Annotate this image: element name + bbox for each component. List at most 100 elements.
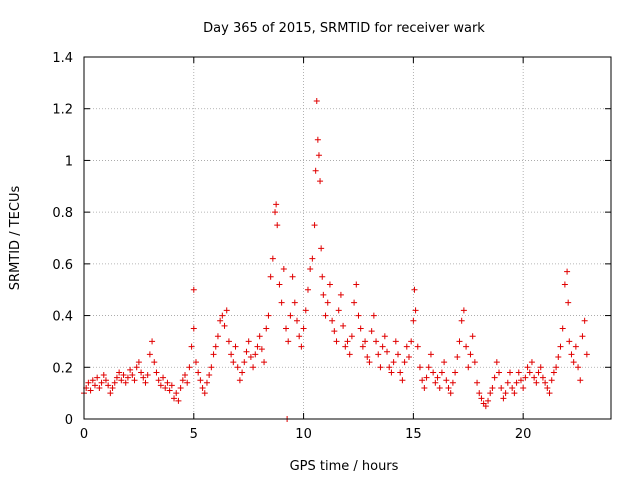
data-point bbox=[542, 379, 549, 386]
data-point bbox=[553, 364, 560, 371]
data-point bbox=[304, 286, 311, 293]
data-point bbox=[463, 343, 470, 350]
data-point bbox=[160, 374, 167, 381]
data-point bbox=[269, 255, 276, 262]
data-point bbox=[572, 343, 579, 350]
data-point bbox=[109, 384, 116, 391]
data-point bbox=[405, 353, 412, 360]
data-point bbox=[313, 97, 320, 104]
data-point bbox=[509, 384, 516, 391]
data-point bbox=[430, 369, 437, 376]
data-point bbox=[96, 384, 103, 391]
data-point bbox=[285, 338, 292, 345]
data-point bbox=[528, 359, 535, 366]
data-point bbox=[228, 351, 235, 358]
data-point bbox=[565, 299, 572, 306]
data-point bbox=[250, 364, 257, 371]
data-point bbox=[570, 359, 577, 366]
data-point bbox=[465, 364, 472, 371]
data-point bbox=[566, 338, 573, 345]
data-point bbox=[192, 359, 199, 366]
data-point bbox=[302, 307, 309, 314]
data-point bbox=[171, 395, 178, 402]
data-point bbox=[309, 255, 316, 262]
data-point bbox=[373, 338, 380, 345]
data-point bbox=[467, 351, 474, 358]
y-tick-labels: 0 0.2 0.4 0.6 0.8 1 1.2 1.4 bbox=[52, 51, 73, 428]
data-point bbox=[502, 390, 509, 397]
data-point bbox=[116, 369, 123, 376]
data-point bbox=[315, 152, 322, 159]
data-point bbox=[265, 312, 272, 319]
data-point bbox=[333, 338, 340, 345]
data-point bbox=[188, 343, 195, 350]
data-point bbox=[579, 333, 586, 340]
data-point bbox=[500, 395, 507, 402]
data-point bbox=[489, 384, 496, 391]
y-axis-title: SRMTID / TECUs bbox=[8, 186, 23, 291]
data-point bbox=[344, 338, 351, 345]
data-point bbox=[555, 353, 562, 360]
data-point bbox=[146, 351, 153, 358]
data-point bbox=[416, 364, 423, 371]
data-point bbox=[452, 369, 459, 376]
data-point bbox=[131, 377, 138, 384]
data-point bbox=[364, 353, 371, 360]
y-tick-label: 0 bbox=[65, 413, 73, 428]
data-point bbox=[482, 403, 489, 410]
data-point bbox=[206, 372, 213, 379]
data-point bbox=[550, 369, 557, 376]
y-tick-label: 0.6 bbox=[52, 258, 73, 273]
data-point bbox=[111, 379, 118, 386]
data-point bbox=[388, 369, 395, 376]
data-point bbox=[247, 353, 254, 360]
data-point bbox=[408, 338, 415, 345]
data-point bbox=[337, 291, 344, 298]
data-point bbox=[199, 384, 206, 391]
data-point bbox=[460, 307, 467, 314]
data-point bbox=[423, 374, 430, 381]
data-point bbox=[267, 273, 274, 280]
data-point bbox=[474, 379, 481, 386]
x-tick-label: 20 bbox=[515, 427, 532, 442]
data-point bbox=[317, 178, 324, 185]
data-point bbox=[190, 286, 197, 293]
data-point bbox=[166, 387, 173, 394]
data-point bbox=[157, 382, 164, 389]
data-point bbox=[261, 359, 268, 366]
data-point bbox=[256, 333, 263, 340]
data-point bbox=[263, 325, 270, 332]
data-point bbox=[384, 348, 391, 355]
data-point bbox=[122, 379, 129, 386]
data-point bbox=[425, 364, 432, 371]
data-point bbox=[184, 379, 191, 386]
data-point bbox=[291, 299, 298, 306]
data-point bbox=[436, 384, 443, 391]
data-point bbox=[515, 369, 522, 376]
data-point bbox=[359, 343, 366, 350]
data-point bbox=[456, 338, 463, 345]
data-point bbox=[300, 325, 307, 332]
data-point bbox=[214, 333, 221, 340]
data-point bbox=[575, 364, 582, 371]
data-point bbox=[120, 372, 127, 379]
data-point bbox=[392, 338, 399, 345]
x-tick-label: 0 bbox=[80, 427, 88, 442]
data-point bbox=[298, 343, 305, 350]
data-point bbox=[276, 281, 283, 288]
data-point bbox=[142, 379, 149, 386]
data-point bbox=[100, 372, 107, 379]
data-point bbox=[517, 377, 524, 384]
data-point bbox=[168, 382, 175, 389]
data-point bbox=[241, 359, 248, 366]
data-point bbox=[581, 317, 588, 324]
data-point bbox=[153, 369, 160, 376]
data-point bbox=[449, 379, 456, 386]
data-point bbox=[217, 317, 224, 324]
data-point bbox=[177, 384, 184, 391]
data-point bbox=[414, 343, 421, 350]
data-point bbox=[432, 379, 439, 386]
data-point bbox=[212, 343, 219, 350]
data-point bbox=[124, 374, 131, 381]
data-point bbox=[368, 328, 375, 335]
